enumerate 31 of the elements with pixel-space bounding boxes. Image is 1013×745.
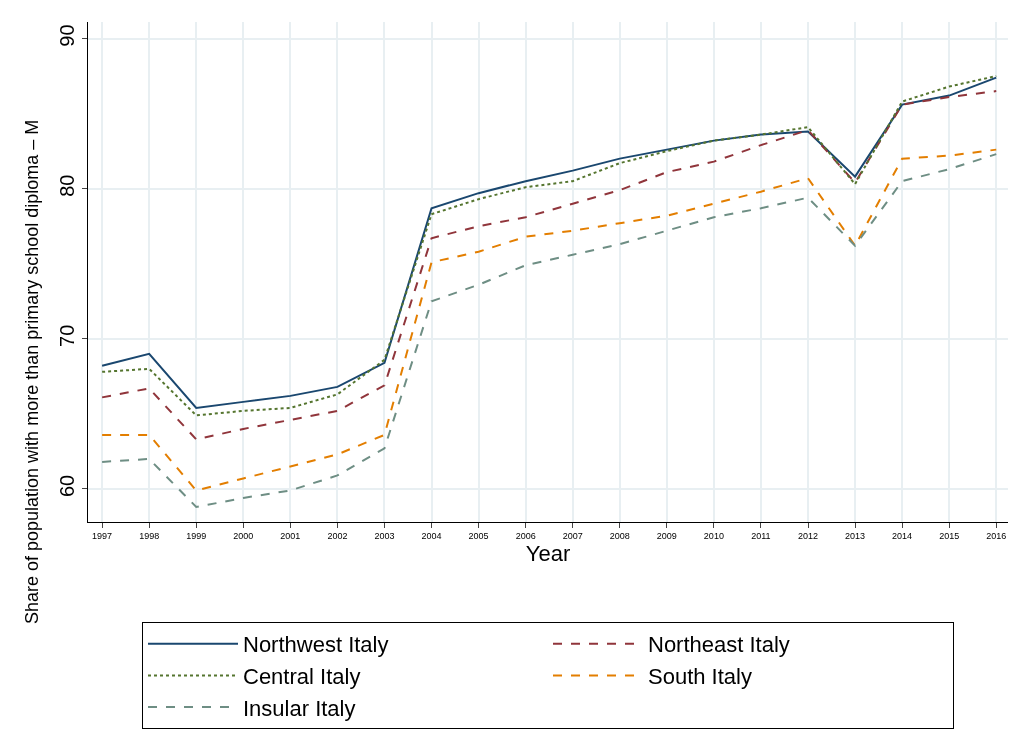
x-tick-label: 2014: [892, 530, 913, 541]
x-tick-label: 2000: [233, 530, 254, 541]
legend-label: Northeast Italy: [648, 632, 790, 658]
x-tick-label: 1997: [92, 530, 113, 541]
legend-label: Central Italy: [243, 663, 361, 689]
x-tick-label: 2015: [939, 530, 960, 541]
x-tick-label: 2006: [515, 530, 536, 541]
x-tick-label: 2005: [468, 530, 489, 541]
x-tick-label: 2013: [845, 530, 866, 541]
legend-label: Northwest Italy: [243, 632, 389, 658]
x-axis-title: Year: [525, 540, 571, 566]
y-tick-label: 70: [56, 324, 78, 347]
x-tick-label: 2004: [421, 530, 442, 541]
x-tick-label: 2016: [986, 530, 1007, 541]
x-tick-label: 2011: [751, 530, 771, 541]
x-tick-label: 2009: [656, 530, 677, 541]
legend-label: Insular Italy: [243, 695, 356, 721]
y-tick-label: 80: [56, 174, 78, 197]
x-tick-label: 2010: [703, 530, 724, 541]
x-tick-label: 1999: [186, 530, 207, 541]
y-axis-title: Share of population with more than primary school diploma – M: [22, 119, 42, 624]
x-tick-label: 2012: [797, 530, 819, 541]
legend-label: South Italy: [648, 663, 752, 689]
x-tick-label: 1998: [139, 530, 160, 541]
x-tick-label: 2003: [374, 530, 395, 541]
y-tick-label: 60: [56, 474, 78, 498]
x-tick-label: 2008: [609, 530, 630, 541]
x-tick-label: 2001: [280, 530, 301, 541]
x-tick-label: 2002: [327, 530, 348, 541]
x-tick-label: 2007: [562, 530, 583, 541]
y-tick-label: 90: [56, 24, 78, 47]
